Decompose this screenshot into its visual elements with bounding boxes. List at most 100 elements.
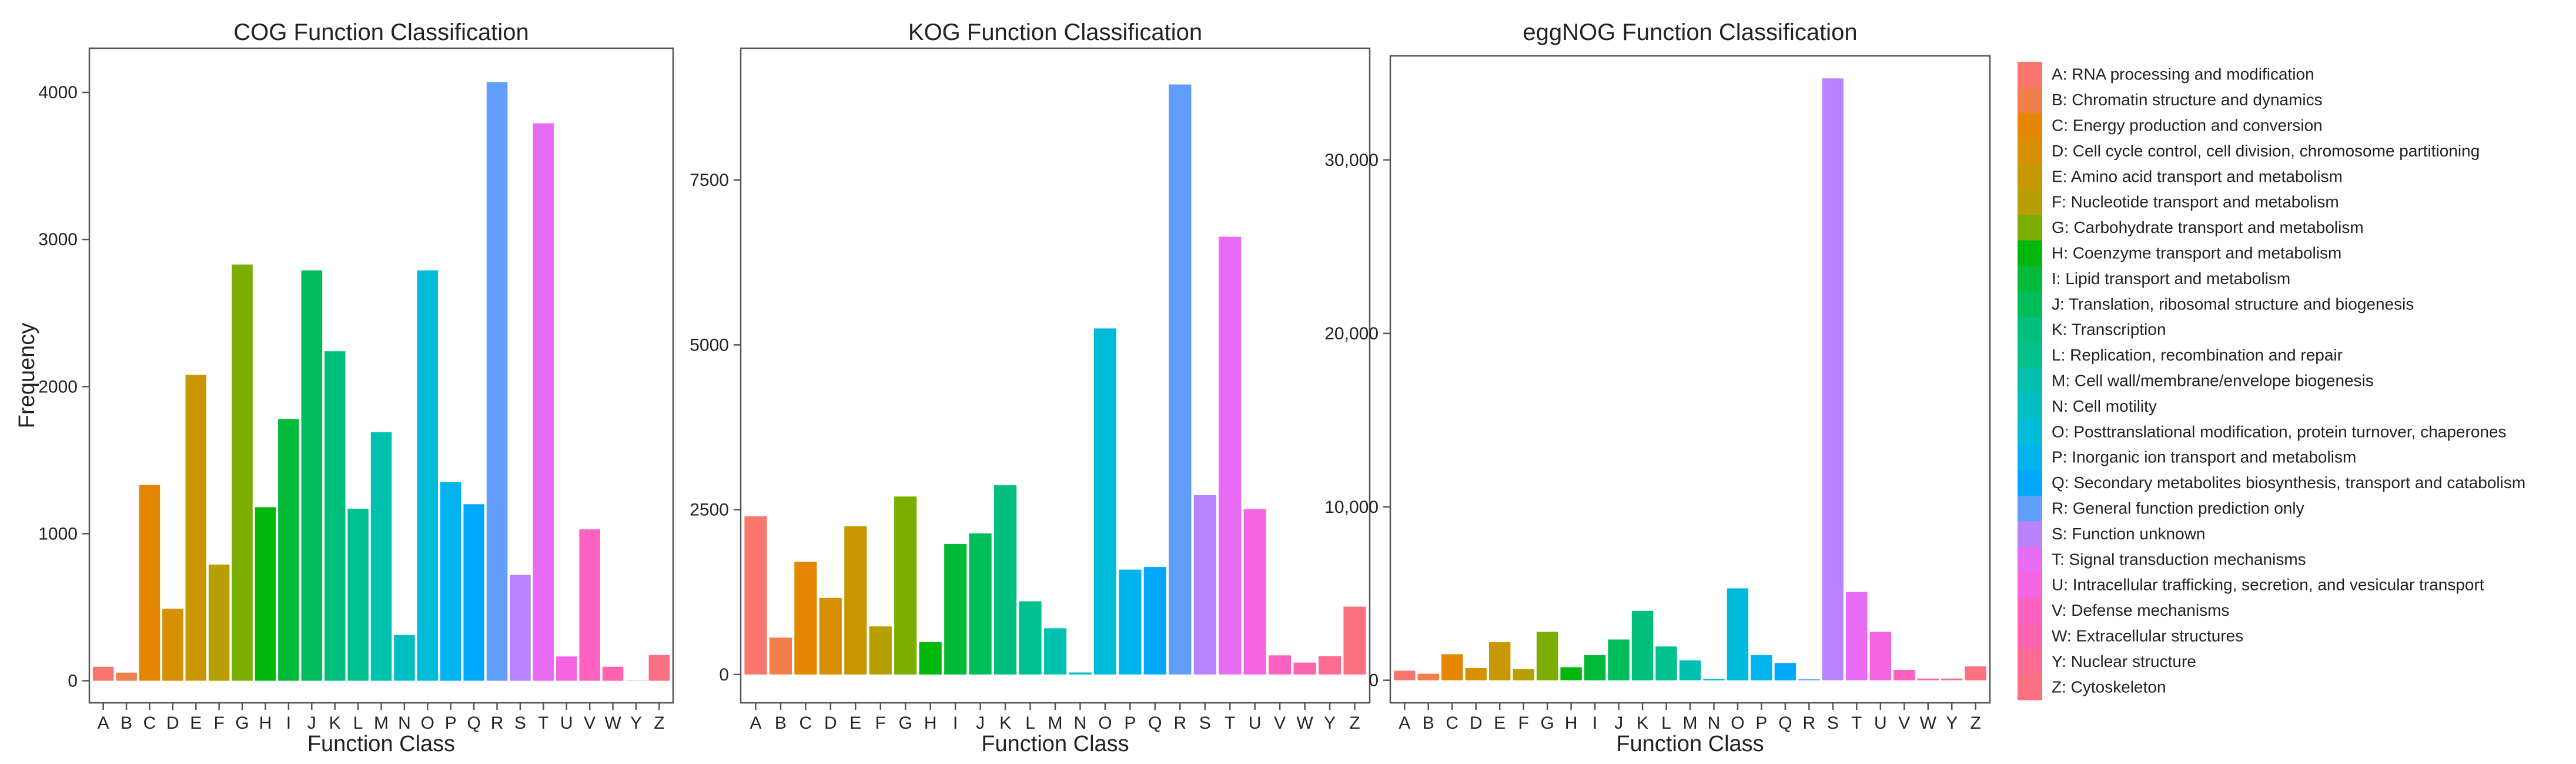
x-tick-label: B	[1423, 713, 1434, 733]
x-tick-label: A	[98, 713, 109, 733]
x-tick-label: C	[799, 713, 812, 733]
y-axis-title: Frequency	[15, 323, 39, 429]
legend-label-C: C: Energy production and conversion	[2052, 116, 2323, 135]
bar-O	[417, 270, 439, 681]
bar-T	[533, 123, 554, 681]
bar-J	[1608, 639, 1630, 680]
x-tick-label: M	[1683, 713, 1698, 733]
bar-J	[969, 533, 992, 675]
bar-A	[1394, 670, 1416, 680]
bar-I	[944, 543, 967, 675]
bar-D	[1465, 668, 1487, 680]
x-tick-label: J	[307, 713, 316, 733]
legend-swatch-S	[2018, 521, 2042, 548]
y-tick-label: 3000	[38, 230, 78, 249]
plot-frame	[1389, 55, 1991, 704]
bar-M	[1043, 628, 1067, 675]
x-tick-label: R	[1803, 713, 1816, 733]
x-axis-title: Function Class	[1616, 732, 1764, 756]
legend-label-F: F: Nucleotide transport and metabolism	[2052, 193, 2339, 211]
x-tick-label: F	[875, 713, 886, 733]
legend-swatch-G	[2018, 215, 2042, 241]
legend-swatch-V	[2018, 598, 2042, 624]
x-tick-label: G	[235, 713, 249, 733]
x-tick-label: T	[538, 713, 548, 733]
legend-swatch-R	[2018, 495, 2042, 522]
legend-swatch-Q	[2018, 470, 2042, 496]
bar-W	[1293, 662, 1316, 675]
x-tick-label: K	[329, 713, 341, 733]
bar-D	[819, 598, 842, 675]
x-tick-label: I	[953, 713, 958, 733]
legend-swatch-H	[2018, 240, 2042, 266]
bar-B	[1417, 673, 1439, 680]
bar-G	[1536, 632, 1558, 680]
bar-C	[139, 485, 160, 681]
legend-label-M: M: Cell wall/membrane/envelope biogenesi…	[2052, 372, 2374, 390]
x-tick-label: I	[1593, 713, 1597, 733]
legend-labels: A: RNA processing and modification B: Chr…	[2052, 65, 2525, 696]
x-tick-label: G	[899, 713, 912, 733]
bar-P	[1751, 655, 1772, 680]
legend-swatch-O	[2018, 419, 2042, 445]
x-tick-label: V	[1274, 713, 1286, 733]
x-tick-label: I	[286, 713, 291, 733]
x-tick-label: B	[121, 713, 132, 733]
x-tick-label: O	[1098, 713, 1112, 733]
bar-L	[1655, 646, 1677, 680]
bar-E	[1489, 642, 1511, 680]
x-axis-title: Function Class	[307, 732, 455, 756]
bars	[744, 84, 1366, 675]
bar-W	[1917, 678, 1939, 680]
bar-A	[92, 666, 114, 681]
bar-Z	[1343, 606, 1366, 675]
x-tick-label: H	[1565, 713, 1578, 733]
x-tick-label: U	[1249, 713, 1262, 733]
bar-M	[370, 432, 392, 681]
bar-C	[1441, 654, 1463, 680]
bar-Q	[463, 504, 484, 681]
bar-V	[579, 529, 600, 681]
y-tick-label: 2000	[38, 377, 78, 396]
bar-T	[1846, 592, 1868, 680]
bar-S	[1822, 78, 1844, 680]
chart-panels: COG Function Classification 0 1000 2000 3000…	[15, 19, 1991, 756]
bar-V	[1893, 670, 1915, 680]
legend-label-O: O: Posttranslational modification, prote…	[2052, 422, 2507, 441]
x-tick-label: M	[374, 713, 389, 733]
x-tick-label: P	[1124, 713, 1136, 733]
y-tick-label: 20,000	[1324, 324, 1379, 343]
x-tick-label: L	[1661, 713, 1671, 733]
bar-B	[116, 672, 137, 681]
chart-title: eggNOG Function Classification	[1523, 19, 1857, 45]
bar-R	[486, 82, 508, 681]
bar-H	[919, 642, 942, 675]
x-tick-label: Z	[1971, 713, 1981, 733]
legend-swatch-C	[2018, 112, 2042, 139]
legend-label-J: J: Translation, ribosomal structure and …	[2052, 295, 2414, 313]
legend-label-W: W: Extracellular structures	[2052, 627, 2243, 645]
bar-G	[894, 496, 917, 675]
x-tick-label: R	[1173, 713, 1186, 733]
x-tick-label: D	[824, 713, 837, 733]
bar-Y	[1319, 656, 1341, 675]
legend-swatch-K	[2018, 317, 2042, 343]
x-tick-label: N	[1074, 713, 1087, 733]
legend-swatch-M	[2018, 368, 2042, 394]
bar-B	[769, 638, 792, 675]
x-tick-label: K	[999, 713, 1011, 733]
y-tick-label: 2500	[690, 501, 729, 520]
y-tick-label: 0	[719, 665, 729, 685]
x-tick-label: W	[1296, 713, 1313, 733]
bar-Y	[625, 680, 647, 681]
x-tick-label: W	[1920, 713, 1937, 733]
x-tick-label: B	[775, 713, 787, 733]
x-axis-title: Function Class	[981, 732, 1129, 756]
x-tick-label: A	[750, 713, 761, 733]
x-tick-label: D	[166, 713, 179, 733]
bar-Q	[1143, 567, 1166, 675]
legend-label-R: R: General function prediction only	[2052, 499, 2304, 518]
y-axis: 0 10,000 20,000 30,000	[1324, 151, 1390, 690]
y-tick-label: 4000	[38, 83, 78, 102]
